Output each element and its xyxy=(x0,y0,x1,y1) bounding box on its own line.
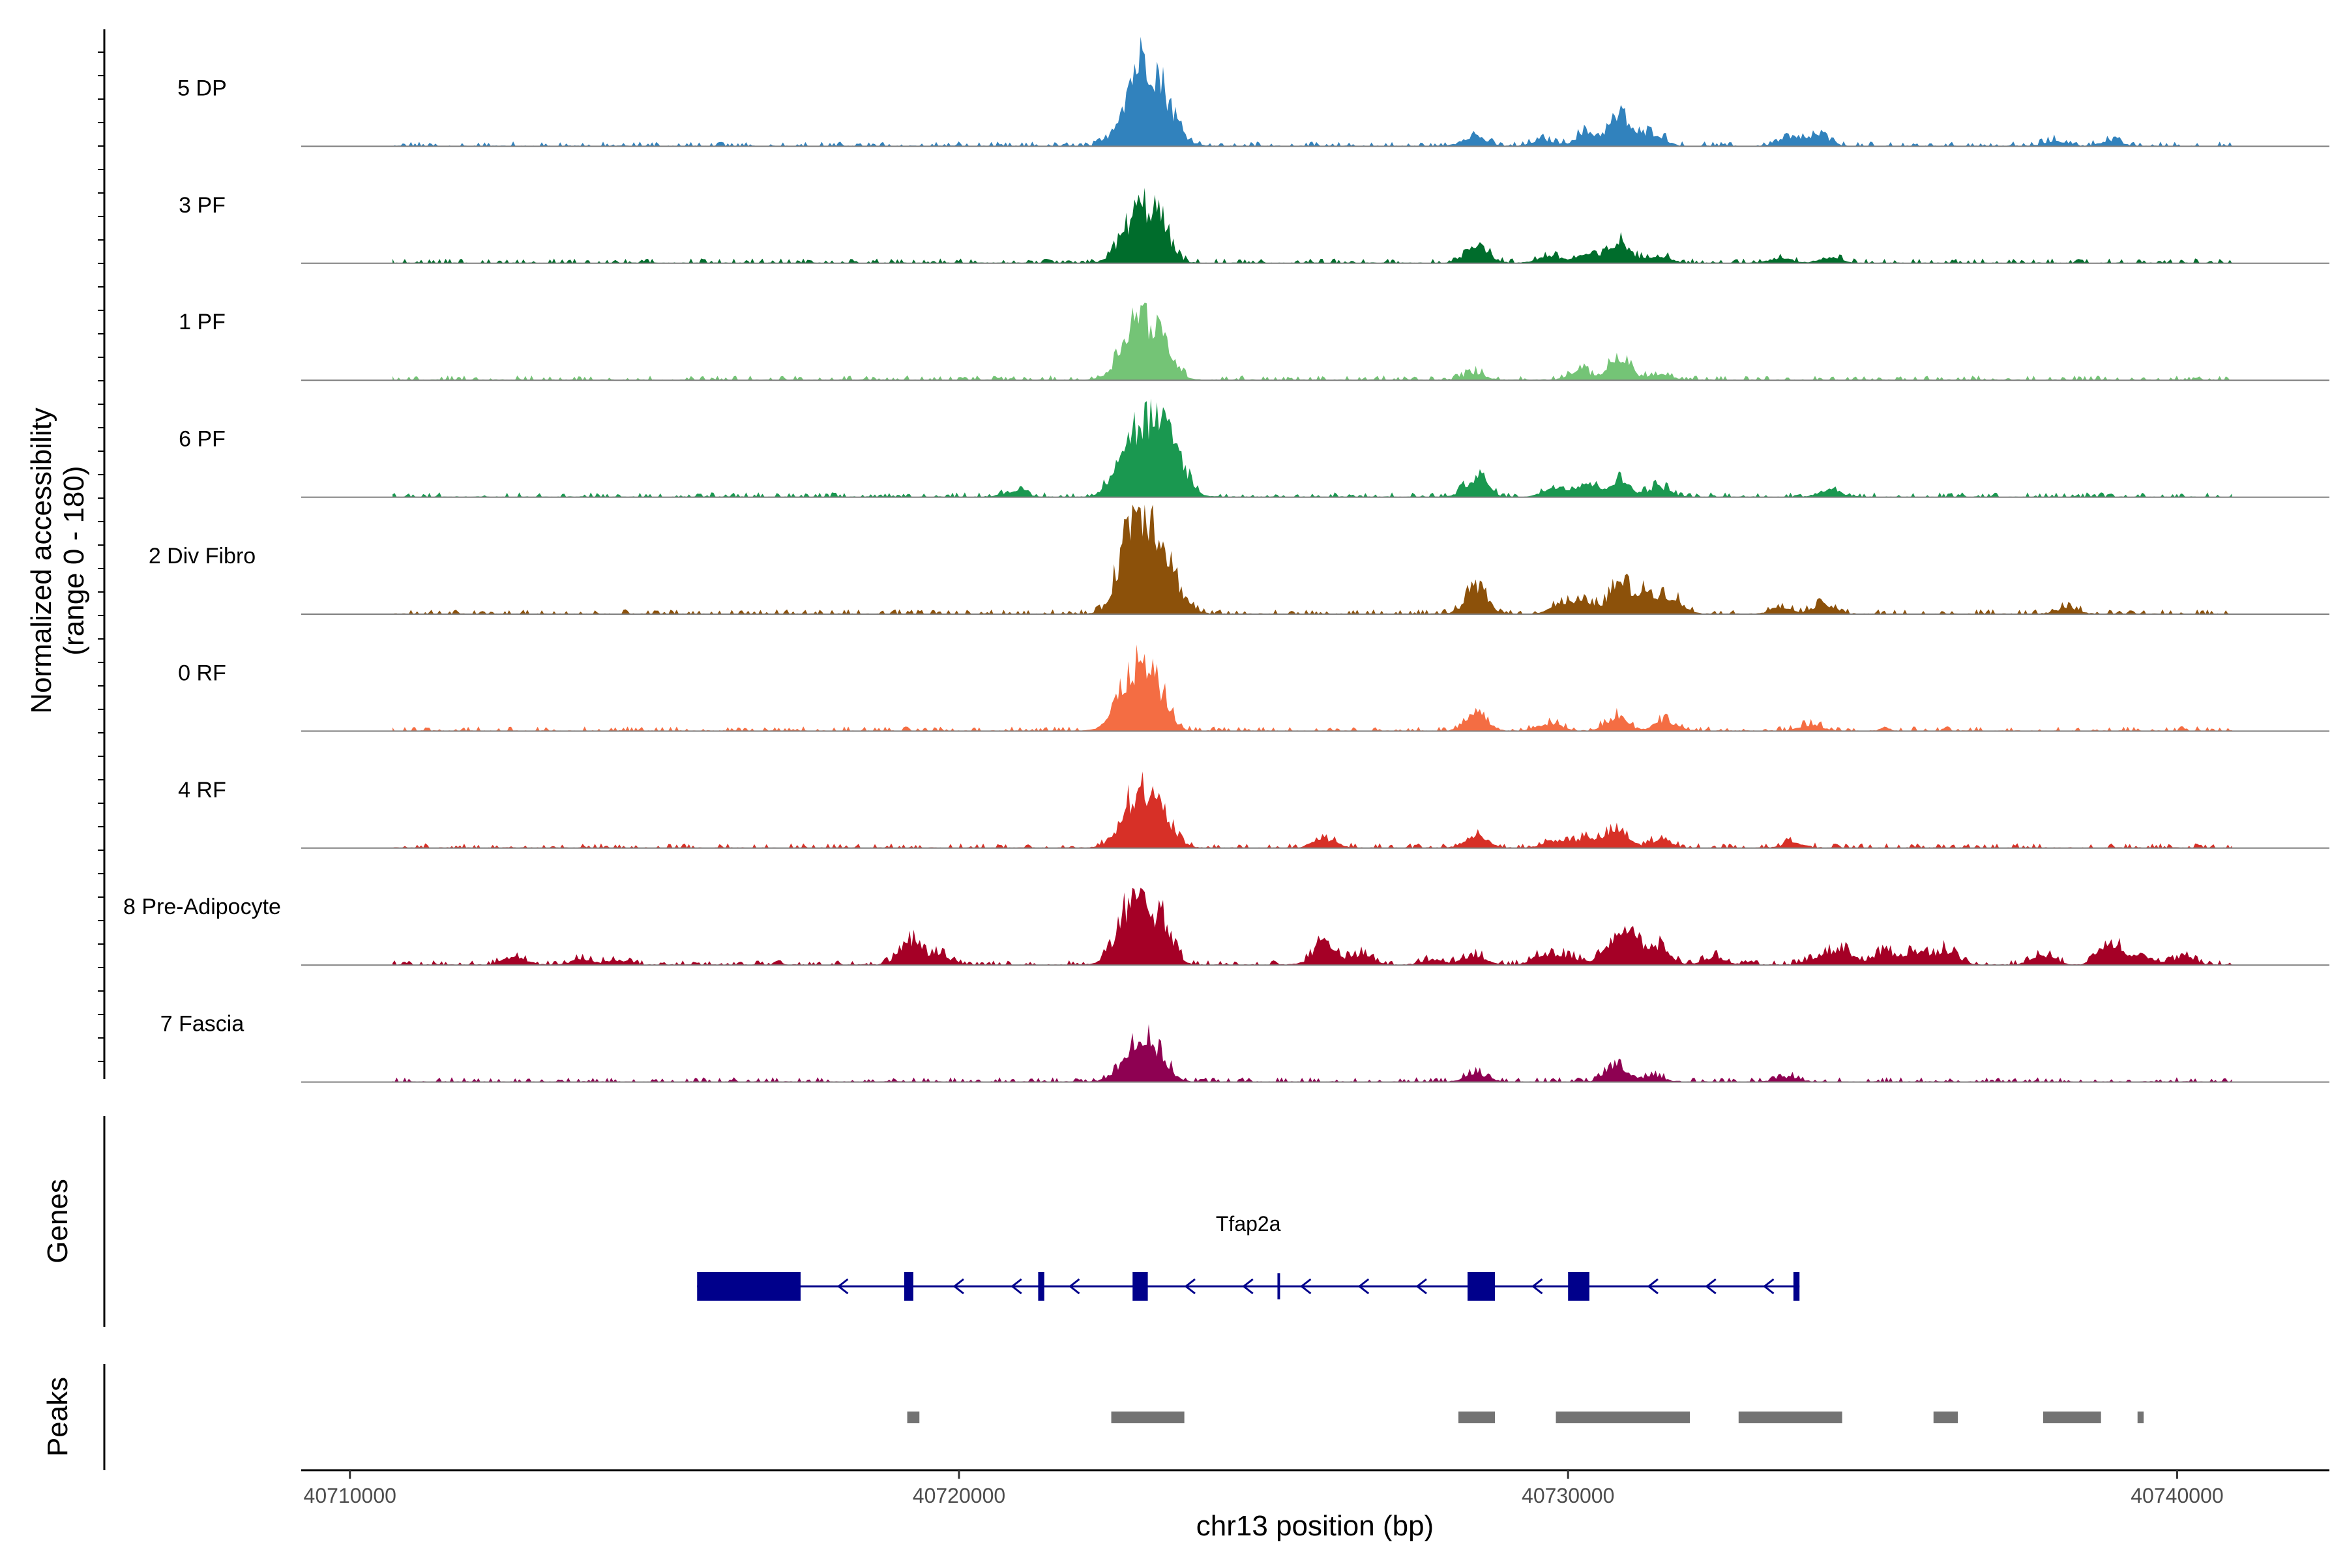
y-axis-range-label: (range 0 - 180) xyxy=(58,466,90,655)
coverage-area xyxy=(392,771,2232,848)
gene-exon xyxy=(1132,1272,1148,1301)
x-axis-title: chr13 position (bp) xyxy=(1196,1510,1434,1542)
track-label: 1 PF xyxy=(179,310,226,334)
peak-region xyxy=(2043,1412,2101,1423)
peaks-panel-label: Peaks xyxy=(42,1377,74,1457)
coverage-area xyxy=(392,505,2232,614)
strand-arrow xyxy=(1647,1278,1659,1295)
strand-arrow xyxy=(837,1278,849,1295)
track-7-fascia: 7 Fascia xyxy=(160,1012,2329,1083)
track-1-pf: 1 PF xyxy=(179,303,2329,381)
track-2-div-fibro: 2 Div Fibro xyxy=(149,505,2329,615)
coverage-area xyxy=(392,37,2232,147)
coverage-area xyxy=(392,188,2232,263)
gene-track xyxy=(697,1272,1800,1301)
x-tick-label: 40740000 xyxy=(2131,1484,2223,1507)
track-label: 0 RF xyxy=(178,660,226,685)
track-6-pf: 6 PF xyxy=(179,398,2329,498)
x-axis-ticks: 40710000 40720000 40730000 40740000 xyxy=(304,1470,2224,1507)
track-label: 5 DP xyxy=(177,76,227,100)
strand-arrow xyxy=(952,1278,964,1295)
strand-arrow xyxy=(1242,1278,1254,1295)
peak-region xyxy=(1933,1412,1958,1423)
strand-arrow xyxy=(1357,1278,1370,1295)
gene-exon xyxy=(904,1272,913,1301)
coverage-tracks: 5 DP 3 PF 1 PF 6 PF 2 Div Fibro 0 RF 4 RF 8 Pre… xyxy=(123,37,2329,1083)
track-label: 2 Div Fibro xyxy=(149,544,256,569)
strand-arrow xyxy=(1763,1278,1775,1295)
track-8-pre-adipocyte: 8 Pre-Adipocyte xyxy=(123,887,2329,966)
track-label: 4 RF xyxy=(178,778,226,803)
track-label: 3 PF xyxy=(179,193,226,218)
gene-name-label: Tfap2a xyxy=(1216,1212,1281,1235)
strand-arrow xyxy=(1011,1278,1022,1295)
x-tick-label: 40720000 xyxy=(913,1484,1005,1507)
track-4-rf: 4 RF xyxy=(178,771,2329,849)
coverage-y-axis-ticks xyxy=(98,52,104,1062)
y-axis-title: Normalized accessibility xyxy=(25,407,57,713)
peak-region xyxy=(907,1412,920,1423)
strand-arrow xyxy=(1415,1278,1427,1295)
x-tick-label: 40710000 xyxy=(304,1484,396,1507)
gene-exon xyxy=(1038,1272,1044,1301)
peak-region xyxy=(1458,1412,1496,1423)
track-label: 6 PF xyxy=(179,427,226,452)
strand-arrow xyxy=(1300,1278,1312,1295)
track-label: 7 Fascia xyxy=(160,1012,244,1037)
strand-arrow xyxy=(1184,1278,1196,1295)
track-0-rf: 0 RF xyxy=(178,644,2329,732)
gene-exon xyxy=(1468,1272,1496,1301)
coverage-area xyxy=(392,644,2232,732)
gene-exon xyxy=(1568,1272,1589,1301)
coverage-area xyxy=(392,887,2232,966)
coverage-area xyxy=(392,398,2232,497)
x-tick-label: 40730000 xyxy=(1522,1484,1614,1507)
track-label: 8 Pre-Adipocyte xyxy=(123,895,281,919)
strand-arrow xyxy=(1531,1278,1543,1295)
coverage-area xyxy=(392,1024,2232,1082)
gene-exon xyxy=(697,1272,801,1301)
coverage-area xyxy=(392,303,2232,381)
track-3-pf: 3 PF xyxy=(179,188,2329,264)
genes-panel-label: Genes xyxy=(42,1179,74,1264)
peaks-track xyxy=(907,1412,2144,1423)
peak-region xyxy=(1111,1412,1185,1423)
track-5-dp: 5 DP xyxy=(177,37,2329,147)
strand-arrow xyxy=(1069,1278,1080,1295)
peak-region xyxy=(1738,1412,1842,1423)
gene-exon xyxy=(1793,1272,1800,1301)
peak-region xyxy=(1556,1412,1690,1423)
strand-arrow xyxy=(1705,1278,1717,1295)
peak-region xyxy=(2137,1412,2144,1423)
